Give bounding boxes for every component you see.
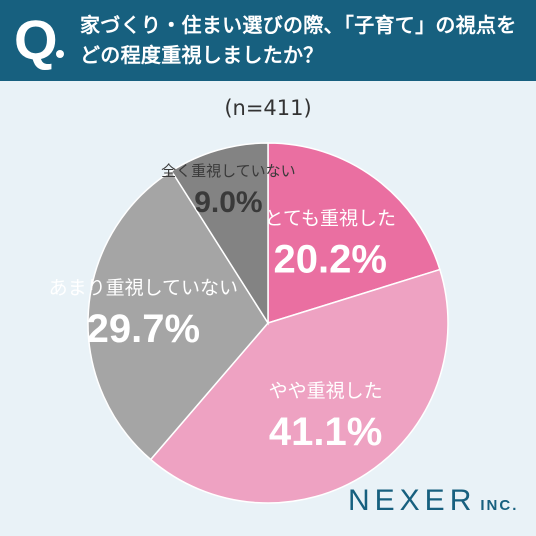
sample-size: (n=411) [224, 96, 312, 120]
brand-logo: NEXER INC. [348, 484, 518, 518]
slice-value-1: 20.2% [274, 237, 387, 281]
pie-slice-3 [87, 169, 269, 461]
question-text: 家づくり・住まい選びの際、「子育て」の視点を どの程度重視しましたか？ [80, 13, 517, 67]
question-header: Q 家づくり・住まい選びの際、「子育て」の視点を どの程度重視しましたか？ [0, 0, 536, 81]
brand-name: NEXER [348, 484, 477, 517]
pie-slice-2 [149, 268, 449, 504]
slice-label-2: やや重視した [269, 380, 383, 402]
slice-value-2: 41.1% [269, 410, 382, 454]
slice-value-3: 29.7% [87, 307, 200, 351]
slice-label-1: とても重視した [265, 207, 396, 229]
slice-value-4: 9.0% [194, 186, 262, 219]
slice-label-4: 全く重視していない [161, 162, 296, 180]
question-marker-dot [56, 50, 64, 58]
pie-slice-1 [267, 142, 441, 325]
pie-slice-4 [170, 142, 269, 326]
question-marker: Q [14, 8, 58, 71]
slice-label-3: あまり重視していない [49, 277, 238, 299]
brand-suffix: INC. [480, 497, 519, 514]
